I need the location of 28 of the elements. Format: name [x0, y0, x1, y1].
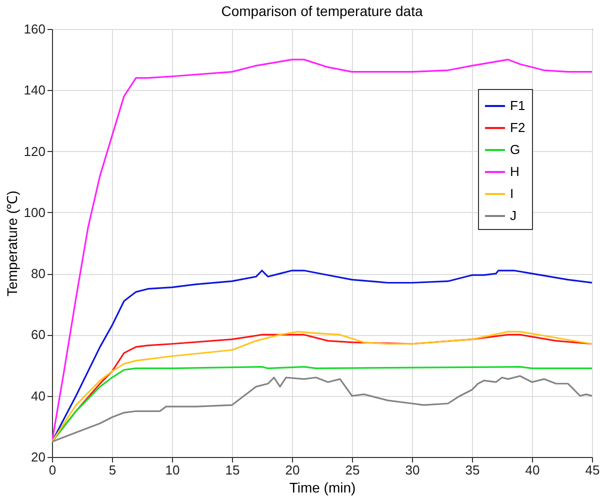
y-axis-title: Temperature (℃) [4, 190, 20, 296]
x-tick-label: 15 [225, 462, 240, 478]
x-tick-label: 5 [108, 462, 116, 478]
legend-label: G [510, 142, 520, 157]
x-tick-label: 10 [165, 462, 180, 478]
y-tick-label: 40 [31, 388, 46, 404]
x-tick-label: 25 [345, 462, 360, 478]
y-tick-label: 120 [24, 144, 46, 159]
chart-title: Comparison of temperature data [221, 3, 423, 19]
legend-label: H [510, 164, 520, 179]
y-tick-label: 140 [24, 82, 46, 98]
y-tick-label: 20 [31, 450, 46, 464]
x-tick-label: 45 [585, 462, 600, 478]
legend-label: F2 [510, 120, 526, 135]
legend-label: I [510, 186, 514, 201]
x-tick-label: 0 [48, 462, 56, 478]
y-tick-label: 60 [31, 327, 46, 342]
line-series [52, 58, 592, 443]
y-tick-label: 80 [31, 266, 46, 282]
x-tick-label: 20 [285, 462, 300, 478]
legend-label: J [510, 208, 516, 223]
y-tick-label: 100 [24, 204, 46, 220]
y-tick-label: 160 [24, 22, 46, 36]
x-axis-title: Time (min) [289, 480, 356, 496]
x-tick-label: 30 [405, 462, 420, 478]
x-tick-label: 35 [465, 462, 480, 478]
legend-label: F1 [510, 98, 526, 113]
x-tick-label: 40 [525, 462, 540, 478]
